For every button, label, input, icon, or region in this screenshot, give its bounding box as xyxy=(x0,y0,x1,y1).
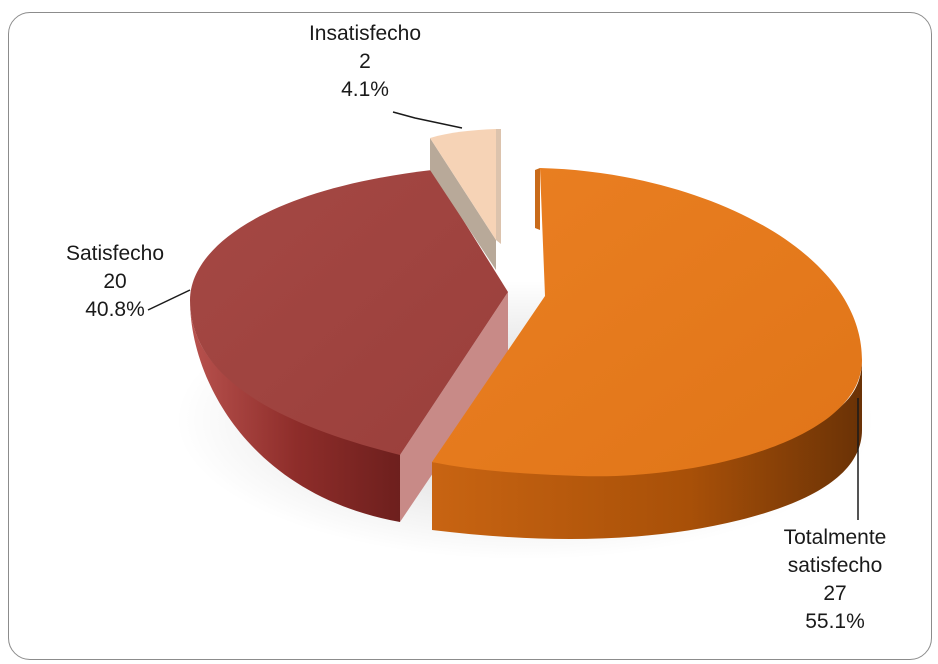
label-totalmente: Totalmente satisfecho 27 55.1% xyxy=(760,524,910,636)
label-totalmente-value: 27 xyxy=(823,582,847,605)
label-satisfecho-name: Satisfecho xyxy=(65,242,165,265)
label-totalmente-name-2: satisfecho xyxy=(787,554,883,577)
slice-satisfecho xyxy=(190,170,508,455)
leader-satisfecho xyxy=(147,289,191,311)
label-satisfecho-percent: 40.8% xyxy=(85,298,145,321)
slice-satisfecho-cut xyxy=(400,292,508,522)
label-satisfecho: Satisfecho 20 40.8% xyxy=(40,240,190,324)
label-insatisfecho-percent: 4.1% xyxy=(341,78,389,101)
slice-totalmente-side xyxy=(432,360,862,540)
leader-insatisfecho xyxy=(392,111,463,129)
slice-insatisfecho-side xyxy=(430,138,496,270)
label-insatisfecho-value: 2 xyxy=(359,50,371,73)
label-satisfecho-value: 20 xyxy=(103,270,127,293)
label-totalmente-name-1: Totalmente xyxy=(783,526,887,549)
slice-insatisfecho-edge xyxy=(496,129,501,244)
slice-totalmente-cut xyxy=(535,168,540,230)
label-insatisfecho-name: Insatisfecho xyxy=(308,22,422,45)
slice-totalmente xyxy=(432,168,862,477)
slice-insatisfecho xyxy=(430,129,496,240)
slice-satisfecho-side xyxy=(190,300,402,522)
label-insatisfecho: Insatisfecho 2 4.1% xyxy=(290,20,440,104)
label-totalmente-percent: 55.1% xyxy=(805,610,865,633)
